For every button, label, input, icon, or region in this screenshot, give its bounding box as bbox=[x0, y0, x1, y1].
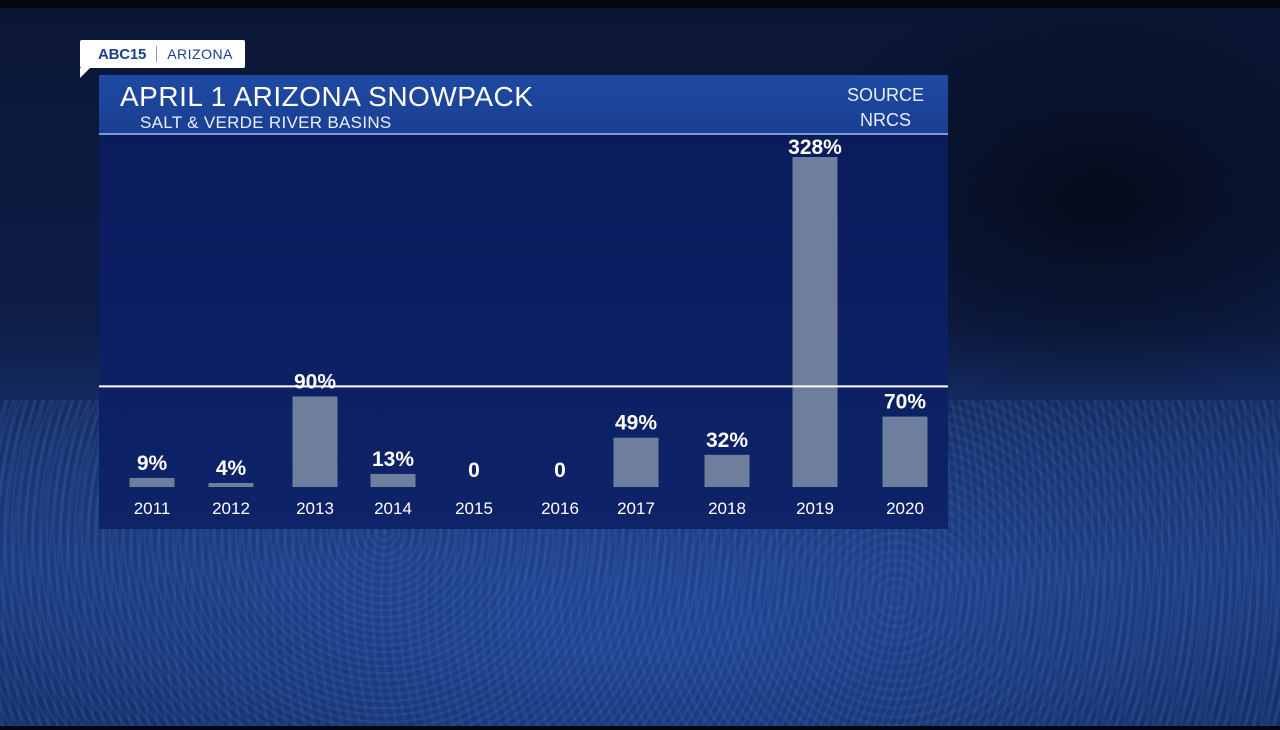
chart-panel: APRIL 1 ARIZONA SNOWPACK SALT & VERDE RI… bbox=[99, 75, 948, 529]
value-label-2016: 0 bbox=[554, 459, 566, 482]
bar-2019 bbox=[792, 157, 838, 487]
year-label-2014: 2014 bbox=[374, 499, 412, 518]
letterbox-top bbox=[0, 0, 1280, 8]
bar-2018 bbox=[704, 454, 750, 487]
chart-header: APRIL 1 ARIZONA SNOWPACK SALT & VERDE RI… bbox=[99, 75, 948, 135]
bar-2014 bbox=[370, 473, 416, 487]
year-label-2019: 2019 bbox=[796, 499, 834, 518]
bar-2017 bbox=[613, 437, 659, 487]
bar-2013 bbox=[292, 396, 338, 487]
value-label-2011: 9% bbox=[137, 452, 168, 475]
value-label-2012: 4% bbox=[216, 457, 247, 480]
station-bug: ABC15 ARIZONA bbox=[80, 40, 245, 78]
bar-2020 bbox=[882, 416, 928, 487]
year-label-2012: 2012 bbox=[212, 499, 250, 518]
value-label-2014: 13% bbox=[372, 448, 414, 471]
year-label-2016: 2016 bbox=[541, 499, 579, 518]
value-label-2020: 70% bbox=[884, 391, 926, 414]
year-labels-group: 2011 2012 2013 2014 2015 2016 2017 2018 2019 2020 bbox=[134, 499, 924, 518]
bars-group bbox=[129, 157, 928, 487]
bug-tail bbox=[80, 68, 90, 78]
value-label-2017: 49% bbox=[615, 412, 657, 435]
year-label-2011: 2011 bbox=[134, 499, 171, 518]
chart-subtitle: SALT & VERDE RIVER BASINS bbox=[140, 113, 392, 132]
year-label-2018: 2018 bbox=[708, 499, 746, 518]
station-location: ARIZONA bbox=[167, 46, 233, 62]
chart-title: APRIL 1 ARIZONA SNOWPACK bbox=[120, 81, 534, 112]
bar-2012 bbox=[208, 482, 254, 487]
bar-chart: 9% 4%90%13% 0 049%32%328%70% 2011 2012 2013 20… bbox=[99, 136, 948, 518]
bug-divider bbox=[156, 46, 158, 62]
year-label-2015: 2015 bbox=[455, 499, 493, 518]
station-logo-text: ABC15 bbox=[98, 45, 147, 63]
source-name: NRCS bbox=[859, 110, 911, 130]
year-label-2017: 2017 bbox=[617, 499, 655, 518]
value-label-2013: 90% bbox=[294, 370, 336, 393]
value-labels-group: 9% 4% 90% 13% 0 0 49% 32% 328% 70% bbox=[137, 136, 927, 482]
source-credit: SOURCE NRCS bbox=[847, 83, 924, 133]
value-label-2018: 32% bbox=[706, 429, 748, 452]
year-label-2020: 2020 bbox=[886, 499, 924, 518]
bar-2011 bbox=[129, 477, 175, 487]
value-label-2019: 328% bbox=[788, 136, 842, 159]
value-label-2015: 0 bbox=[468, 459, 480, 482]
letterbox-bottom bbox=[0, 726, 1280, 730]
year-label-2013: 2013 bbox=[296, 499, 334, 518]
source-label: SOURCE bbox=[846, 85, 924, 105]
